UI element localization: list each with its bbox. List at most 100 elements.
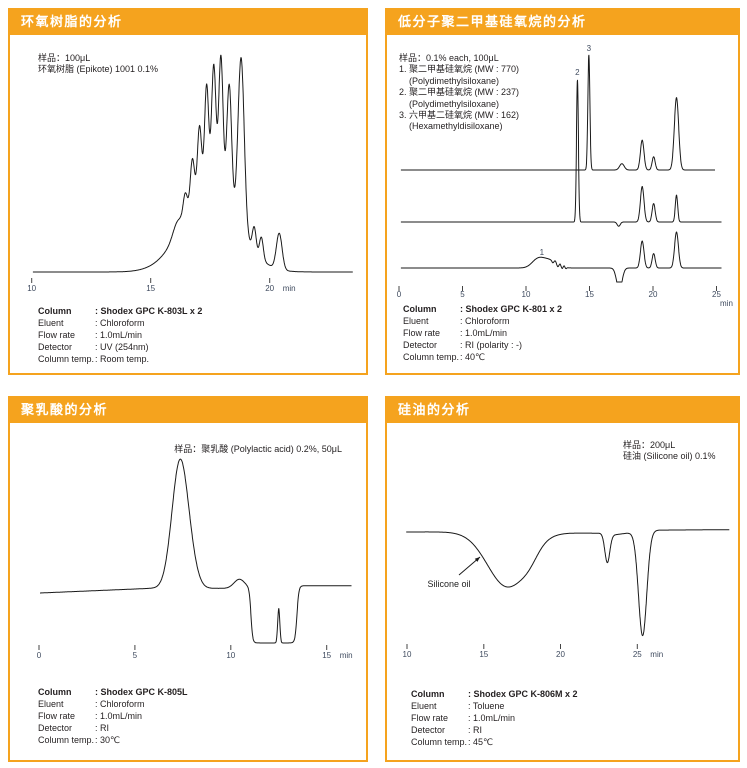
panel-body: 样品：200μL 硅油 (Silicone oil) 0.1% 10 15 20 25 m… [385,423,740,762]
condition-label: Eluent [403,316,429,326]
svg-text:25: 25 [633,650,642,659]
sample-line: (Polydimethylsiloxane) [409,75,500,86]
condition-row: Detector : RI [411,724,578,736]
svg-text:20: 20 [265,284,274,293]
condition-label: Column [38,306,72,316]
svg-text:min: min [650,650,663,659]
sample-line: 样品：0.1% each, 100μL [399,53,499,63]
condition-row: Flow rate: 1.0mL/min [38,329,202,341]
svg-text:10: 10 [522,290,531,299]
condition-label: Flow rate [38,711,76,721]
condition-row: Eluent : Toluene [411,700,578,712]
svg-text:5: 5 [460,290,465,299]
svg-text:min: min [283,284,296,293]
condition-value: : Chloroform [95,699,145,709]
panel-epoxy-resin: 环氧树脂的分析 样品：100μL 环氧树脂 (Epikote) 1001 0.1%… [8,8,368,375]
svg-text:3: 3 [587,44,592,53]
panel-silicone-oil: 硅油的分析 样品：200μL 硅油 (Silicone oil) 0.1% 10 1… [385,396,740,762]
sample-line: 1. 聚二甲基硅氧烷 (MW : 770) [399,64,520,75]
condition-value: : RI (polarity : -) [460,340,523,350]
svg-text:min: min [720,299,733,308]
condition-label: Eluent [38,318,64,328]
condition-row: Column : Shodex GPC K-803L x 2 [38,305,202,317]
panel-title: 环氧树脂的分析 [8,8,368,35]
condition-row: Detector: UV (254nm) [38,341,202,353]
condition-label: Column temp. [38,735,95,745]
column-conditions-table: Column : Shodex GPC K-801 x 2 Eluent : Chlo… [403,303,562,363]
svg-text:2: 2 [575,68,580,77]
svg-text:15: 15 [585,290,594,299]
condition-value: : 1.0mL/min [460,328,508,338]
sample-line: (Polydimethylsiloxane) [409,98,500,109]
condition-label: Column temp. [403,352,460,362]
sample-line: 环氧树脂 (Epikote) 1001 0.1% [38,64,159,75]
panel-polydimethylsiloxane: 低分子聚二甲基硅氧烷的分析 样品：0.1% each, 100μL 1. 聚二甲基… [385,8,740,375]
panel-body: 样品：聚乳酸 (Polylactic acid) 0.2%, 50μL 0 5 10… [8,423,368,762]
condition-label: Detector [411,725,446,735]
condition-row: Eluent : Chloroform [38,698,188,710]
svg-text:15: 15 [146,284,155,293]
condition-value: : 30℃ [95,735,121,745]
condition-value: : 1.0mL/min [468,713,516,723]
condition-value: : UV (254nm) [95,342,149,352]
sample-line: 3. 六甲基二硅氧烷 (MW : 162) [399,110,520,121]
svg-text:5: 5 [133,651,138,660]
column-conditions-table: Column: Shodex GPC K-805L Eluent: Chlorof… [38,686,188,746]
column-conditions-table: Column : Shodex GPC K-806M x 2 Eluent : Tol… [411,688,578,748]
panel-title: 低分子聚二甲基硅氧烷的分析 [385,8,740,35]
sample-line: 2. 聚二甲基硅氧烷 (MW : 237) [399,87,520,98]
panel-body: 样品：0.1% each, 100μL 1. 聚二甲基硅氧烷 (MW : 770)… [385,35,740,375]
condition-label: Detector [38,723,73,733]
condition-value: : Shodex GPC K-803L x 2 [95,306,203,316]
condition-value: : 45℃ [468,737,494,747]
svg-text:20: 20 [649,290,658,299]
svg-text:Silicone oil: Silicone oil [427,579,470,589]
panel-polylactic-acid: 聚乳酸的分析 样品：聚乳酸 (Polylactic acid) 0.2%, 50… [8,396,368,762]
svg-text:15: 15 [322,651,331,660]
condition-row: Eluent : Chloroform [403,315,562,327]
condition-label: Column [411,689,445,699]
condition-value: : 40℃ [460,352,486,362]
svg-text:10: 10 [403,650,412,659]
condition-label: Detector [403,340,438,350]
chromatogram-chart: 10 15 20 25 min Silicone oil [403,529,730,659]
svg-text:10: 10 [226,651,235,660]
condition-label: Flow rate [403,328,441,338]
condition-label: Column temp. [38,354,95,364]
condition-value: : Room temp. [95,354,150,364]
condition-row: Flow rate: 1.0mL/min [38,710,188,722]
condition-row: Eluent: Chloroform [38,317,202,329]
svg-text:min: min [340,651,353,660]
condition-row: Column : Shodex GPC K-806M x 2 [411,688,578,700]
sample-annotation: 样品：100μL 环氧树脂 (Epikote) 1001 0.1% [38,53,158,76]
sample-line: (Hexamethyldisiloxane) [409,121,503,132]
condition-row: Column temp.: 30℃ [38,734,188,746]
condition-label: Eluent [38,699,64,709]
condition-label: Column temp. [411,737,468,747]
condition-value: : Shodex GPC K-801 x 2 [460,304,563,314]
condition-value: : RI [95,723,110,733]
svg-text:0: 0 [37,651,42,660]
condition-value: : Toluene [468,701,505,711]
svg-text:1: 1 [540,248,545,257]
condition-value: : Chloroform [460,316,510,326]
condition-value: : Shodex GPC K-806M x 2 [468,689,578,699]
condition-label: Flow rate [411,713,449,723]
sample-annotation: 样品：200μL 硅油 (Silicone oil) 0.1% [623,440,716,463]
condition-label: Column [403,304,437,314]
condition-row: Flow rate : 1.0mL/min [403,327,562,339]
condition-row: Column temp.: 40℃ [403,351,562,363]
panel-title: 聚乳酸的分析 [8,396,368,423]
svg-text:10: 10 [27,284,36,293]
condition-row: Column temp.: 45℃ [411,736,578,748]
condition-row: Column : Shodex GPC K-801 x 2 [403,303,562,315]
condition-value: : RI [468,725,483,735]
condition-value: : 1.0mL/min [95,330,143,340]
svg-text:0: 0 [397,290,402,299]
svg-text:15: 15 [479,650,488,659]
chromatogram-chart: 0 5 10 15 min [37,458,353,660]
condition-label: Eluent [411,701,437,711]
condition-row: Flow rate : 1.0mL/min [411,712,578,724]
